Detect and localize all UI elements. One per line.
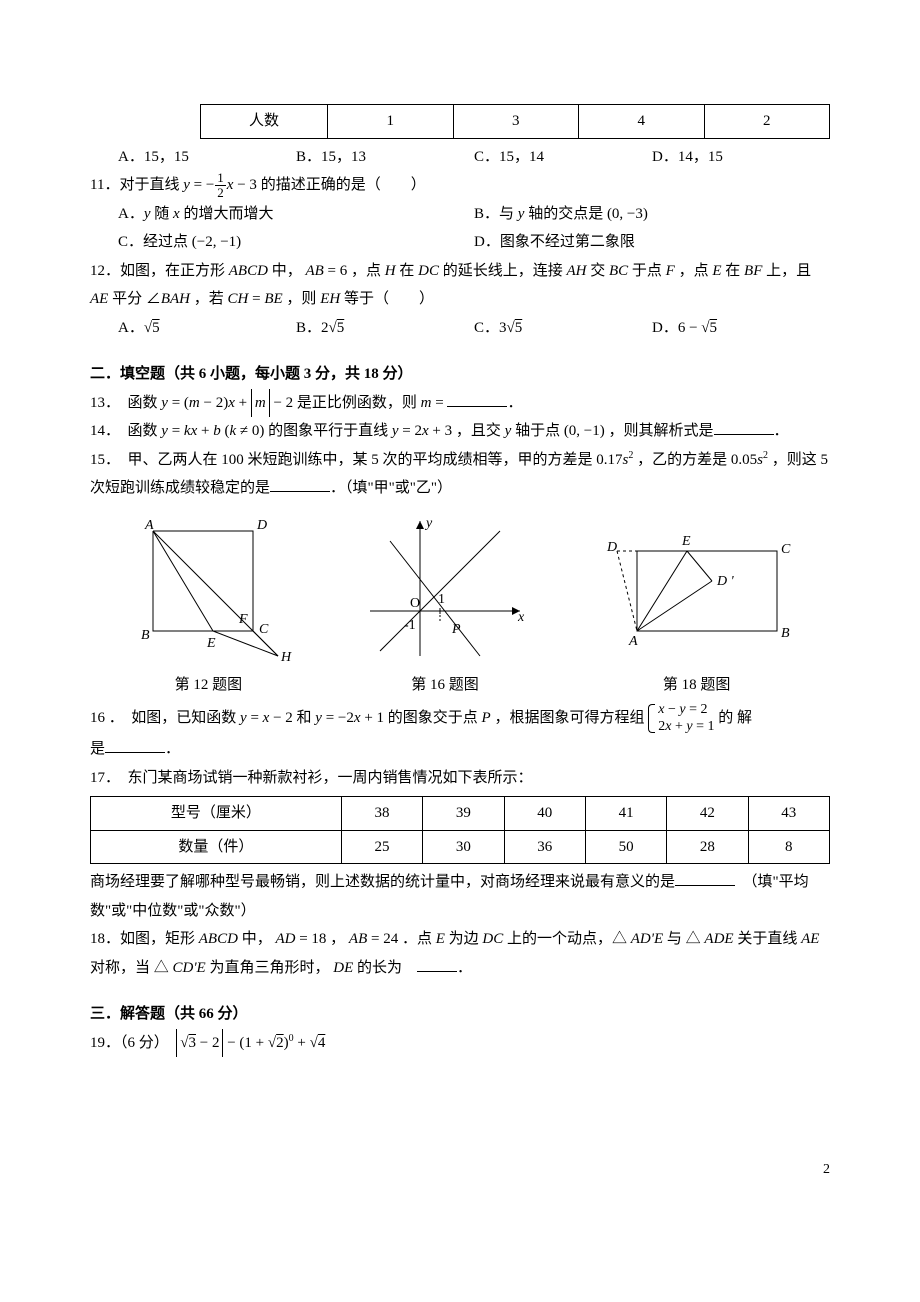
svg-text:H: H	[280, 650, 292, 661]
section2-title: 二．填空题（共 6 小题，每小题 3 分，共 18 分）	[90, 360, 830, 389]
svg-text:y: y	[424, 516, 433, 531]
q13: 13． 函数 y = (m − 2)x + m − 2 是正比例函数，则 m =…	[90, 389, 830, 418]
svg-text:A: A	[144, 518, 154, 533]
svg-text:x: x	[517, 610, 525, 625]
svg-text:O: O	[410, 596, 420, 611]
q12-choices: A．5 B．25 C．35 D．6 − 5	[90, 314, 830, 343]
q14: 14． 函数 y = kx + b (k ≠ 0) 的图象平行于直线 y = 2…	[90, 417, 830, 446]
q16-tail: 是．	[90, 735, 830, 764]
q10-th: 人数	[201, 105, 328, 139]
fig-q12: A D B C F E H	[123, 511, 293, 661]
q10-table: 人数 1 3 4 2	[200, 104, 830, 139]
svg-text:B: B	[141, 628, 150, 643]
q10-choices: A．15，15 B．15，13 C．15，14 D．14，15	[90, 143, 830, 172]
svg-text:B: B	[781, 626, 790, 641]
q17-table: 型号（厘米） 38 39 40 41 42 43 数量（件） 25 30 36 …	[90, 796, 830, 864]
q12-stem: 12．如图，在正方形 ABCD 中， AB = 6 ，点 H 在 DC 的延长线…	[90, 257, 830, 314]
svg-text:1: 1	[438, 592, 445, 607]
section3-title: 三．解答题（共 66 分）	[90, 1000, 830, 1029]
q17-tail: 商场经理要了解哪种型号最畅销，则上述数据的统计量中，对商场经理来说最有意义的是 …	[90, 868, 830, 925]
svg-text:E: E	[681, 534, 691, 549]
q15: 15． 甲、乙两人在 100 米短跑训练中，某 5 次的平均成绩相等，甲的方差是…	[90, 446, 830, 503]
svg-text:-1: -1	[404, 618, 416, 633]
svg-text:C: C	[259, 622, 269, 637]
q11-stem: 11．对于直线 y = −12x − 3 的描述正确的是（ ）	[90, 171, 830, 200]
q11-choices: A．y 随 x 的增大而增大 B．与 y 轴的交点是 (0, −3) C．经过点…	[90, 200, 830, 257]
svg-text:D ': D '	[716, 574, 735, 589]
page-number: 2	[0, 1117, 920, 1184]
svg-text:P: P	[451, 622, 461, 637]
svg-text:D: D	[606, 540, 617, 555]
svg-text:F: F	[238, 612, 248, 627]
svg-text:A: A	[628, 634, 638, 649]
svg-text:C: C	[781, 542, 791, 557]
svg-text:D: D	[256, 518, 267, 533]
q16: 16 ． 如图，已知函数 y = x − 2 和 y = −2x + 1 的图象…	[90, 702, 830, 736]
svg-text:E: E	[206, 636, 216, 651]
q19: 19．（6 分） 3 − 2 − (1 + 2)0 + 4	[90, 1029, 830, 1058]
q17-intro: 17． 东门某商场试销一种新款衬衫，一周内销售情况如下表所示：	[90, 764, 830, 793]
fig-q18: D C A B E D '	[597, 511, 797, 661]
fig-q16: O x y 1 -1 P	[360, 511, 530, 661]
q18: 18．如图，矩形 ABCD 中， AD = 18 ， AB = 24 ．点 E …	[90, 925, 830, 982]
figure-row: A D B C F E H 第 12 题图 O x	[90, 511, 830, 700]
